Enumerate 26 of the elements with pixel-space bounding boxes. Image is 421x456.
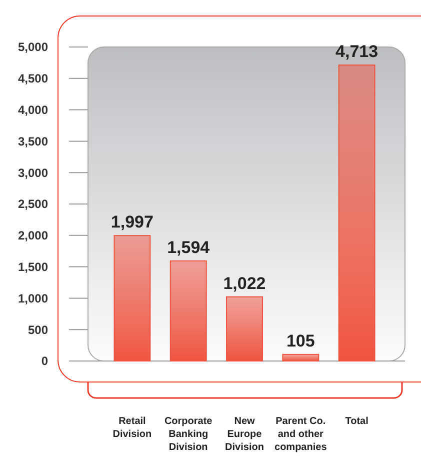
data-label: 105 [286, 331, 315, 350]
bar [338, 64, 376, 362]
bar [282, 354, 320, 362]
bar [114, 235, 151, 362]
y-tick-label: 4,000 [18, 103, 48, 117]
x-tick-label: Total [345, 416, 369, 427]
x-tick-label: Corporate Banking Division [164, 416, 213, 453]
y-tick-label: 4,500 [18, 72, 48, 86]
y-tick-label: 5,000 [18, 40, 48, 54]
data-label: 1,997 [110, 212, 154, 232]
x-tick-label: Retail Division [112, 416, 152, 440]
y-tick-label: 1,500 [18, 260, 48, 274]
bar [226, 296, 263, 362]
data-label: 1,594 [167, 238, 210, 257]
data-label: 4,713 [336, 42, 378, 62]
data-label: 1,022 [223, 274, 266, 293]
y-tick-label: 3,500 [18, 134, 48, 148]
y-tick-label: 2,000 [18, 228, 48, 243]
x-tick-label: Parent Co. and other companies [274, 416, 328, 453]
x-tick-label: New Europe Division [225, 416, 264, 453]
y-tick-label: 3,000 [18, 166, 48, 180]
bar [170, 260, 207, 362]
y-tick-label: 500 [28, 322, 48, 337]
y-tick-label: 1,000 [18, 291, 48, 306]
y-tick-label: 0 [41, 354, 48, 368]
y-tick-label: 2,500 [18, 197, 48, 212]
